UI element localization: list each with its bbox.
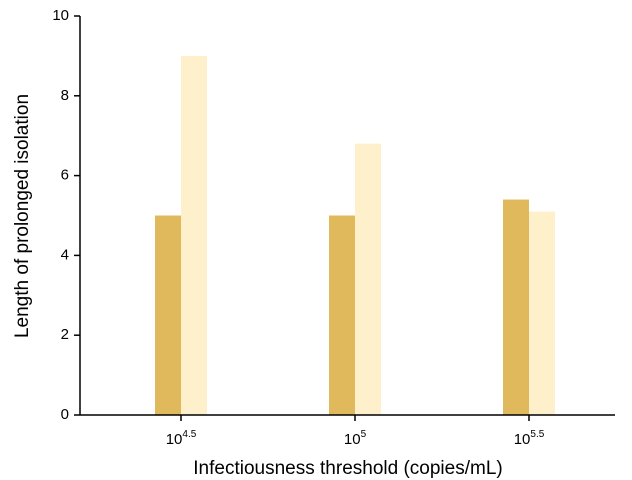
y-tick-label: 4 bbox=[61, 246, 69, 263]
y-tick-label: 10 bbox=[52, 7, 69, 24]
x-tick-label: 104.5 bbox=[166, 429, 197, 448]
y-tick-label: 8 bbox=[61, 87, 69, 104]
x-tick-exponent: 4.5 bbox=[182, 429, 196, 440]
bar bbox=[329, 215, 355, 415]
y-axis-title: Length of prolonged isolation bbox=[12, 94, 33, 338]
x-axis-title: Infectiousness threshold (copies/mL) bbox=[193, 458, 502, 479]
x-tick-exponent: 5 bbox=[361, 429, 367, 440]
bar bbox=[355, 143, 381, 415]
y-tick-label: 6 bbox=[61, 167, 69, 184]
bar bbox=[529, 211, 555, 415]
y-tick-label: 2 bbox=[61, 326, 69, 343]
x-tick-base: 10 bbox=[514, 431, 531, 448]
x-tick-label: 105 bbox=[344, 429, 367, 448]
x-tick-base: 10 bbox=[344, 431, 361, 448]
x-tick-label: 105.5 bbox=[514, 429, 545, 448]
bar bbox=[181, 55, 207, 416]
bar bbox=[503, 199, 529, 415]
bar bbox=[155, 215, 181, 415]
x-tick-base: 10 bbox=[166, 431, 183, 448]
y-tick-label: 0 bbox=[61, 406, 69, 423]
x-tick-exponent: 5.5 bbox=[530, 429, 544, 440]
